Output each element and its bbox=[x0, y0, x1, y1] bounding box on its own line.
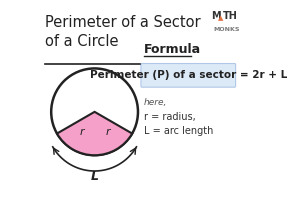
Text: Formula: Formula bbox=[144, 43, 201, 56]
Text: L: L bbox=[91, 170, 99, 183]
Wedge shape bbox=[57, 112, 132, 155]
Text: r: r bbox=[80, 127, 84, 137]
Text: MONKS: MONKS bbox=[213, 27, 239, 32]
Text: r = radius,
L = arc length: r = radius, L = arc length bbox=[144, 112, 213, 136]
Text: TH: TH bbox=[223, 11, 238, 21]
Text: here,: here, bbox=[144, 98, 167, 107]
Text: Perimeter of a Sector
of a Circle: Perimeter of a Sector of a Circle bbox=[45, 15, 201, 49]
Text: r: r bbox=[105, 127, 110, 137]
FancyBboxPatch shape bbox=[141, 64, 236, 87]
Text: ▲: ▲ bbox=[218, 15, 223, 21]
Text: Perimeter (P) of a sector = 2r + L: Perimeter (P) of a sector = 2r + L bbox=[90, 70, 287, 80]
Text: M: M bbox=[211, 11, 220, 21]
